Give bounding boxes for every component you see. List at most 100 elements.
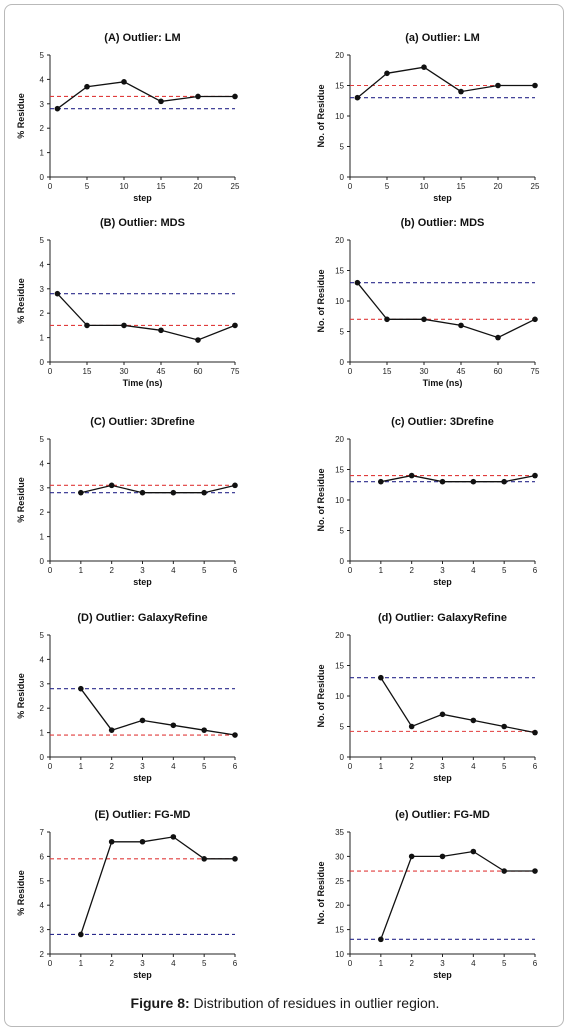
chart-10: (e) Outlier: FG-MD 10 15 20 25 30 35 0 1 2 3 4 5 6 ste… bbox=[316, 809, 538, 980]
y-tick-label: 5 bbox=[340, 143, 345, 152]
data-point bbox=[495, 82, 501, 89]
data-point bbox=[54, 105, 61, 112]
y-tick-label: 1 bbox=[40, 729, 45, 738]
y-tick-label: 2 bbox=[40, 124, 45, 133]
data-point bbox=[470, 478, 477, 485]
x-tick-label: 30 bbox=[120, 367, 129, 376]
x-tick-label: 1 bbox=[79, 566, 84, 575]
data-point bbox=[201, 489, 207, 496]
x-tick-label: 0 bbox=[348, 959, 353, 968]
x-tick-label: 0 bbox=[48, 182, 53, 191]
x-tick-label: 3 bbox=[440, 959, 445, 968]
chart-title: (A) Outlier: LM bbox=[104, 32, 180, 44]
x-tick-label: 5 bbox=[502, 959, 507, 968]
data-point bbox=[421, 64, 427, 70]
data-point bbox=[54, 290, 61, 297]
x-tick-label: 6 bbox=[533, 762, 538, 771]
y-tick-label: 10 bbox=[335, 950, 344, 959]
data-line bbox=[380, 474, 536, 483]
x-tick-label: 10 bbox=[420, 182, 429, 191]
data-point bbox=[108, 838, 115, 845]
data-point bbox=[201, 727, 207, 733]
data-point bbox=[232, 482, 238, 489]
y-tick-label: 5 bbox=[40, 877, 45, 886]
x-tick-label: 2 bbox=[409, 959, 414, 968]
x-tick-label: 6 bbox=[233, 959, 238, 968]
x-tick-label: 45 bbox=[157, 367, 166, 376]
x-tick-label: 0 bbox=[348, 566, 353, 575]
y-tick-label: 20 bbox=[335, 631, 344, 640]
x-tick-label: 3 bbox=[140, 959, 145, 968]
y-tick-label: 0 bbox=[40, 358, 45, 367]
data-line bbox=[356, 66, 535, 99]
data-line bbox=[380, 677, 536, 734]
x-tick-label: 20 bbox=[494, 182, 503, 191]
x-tick-label: 1 bbox=[79, 959, 84, 968]
x-tick-label: 60 bbox=[494, 367, 503, 376]
x-tick-label: 15 bbox=[383, 367, 392, 376]
data-point bbox=[170, 834, 177, 840]
data-line bbox=[80, 688, 236, 736]
x-axis-label: step bbox=[433, 970, 452, 980]
data-point bbox=[532, 82, 538, 89]
x-tick-label: 3 bbox=[140, 762, 145, 771]
data-point bbox=[121, 79, 127, 85]
data-point bbox=[532, 868, 538, 874]
y-tick-label: 20 bbox=[335, 236, 344, 245]
data-point bbox=[495, 334, 501, 341]
y-tick-label: 5 bbox=[40, 435, 45, 444]
y-axis-label: % Residue bbox=[16, 93, 26, 139]
x-axis-label: step bbox=[433, 577, 452, 587]
data-line bbox=[80, 484, 236, 494]
data-point bbox=[408, 472, 415, 479]
y-tick-label: 10 bbox=[335, 112, 344, 121]
y-axis-label: No. of Residue bbox=[316, 468, 326, 531]
y-tick-label: 7 bbox=[40, 828, 45, 837]
x-axis-label: step bbox=[133, 970, 152, 980]
x-axis-label: step bbox=[133, 773, 152, 783]
y-tick-label: 20 bbox=[335, 51, 344, 60]
x-axis-label: step bbox=[433, 773, 452, 783]
data-point bbox=[501, 868, 507, 874]
x-tick-label: 5 bbox=[202, 566, 207, 575]
y-tick-label: 5 bbox=[340, 527, 345, 536]
data-point bbox=[170, 722, 177, 729]
y-tick-label: 2 bbox=[40, 508, 45, 517]
data-point bbox=[84, 322, 90, 329]
x-axis-label: step bbox=[133, 577, 152, 587]
x-tick-label: 2 bbox=[409, 762, 414, 771]
y-tick-label: 2 bbox=[40, 309, 45, 318]
x-tick-label: 20 bbox=[194, 182, 203, 191]
x-tick-label: 2 bbox=[409, 566, 414, 575]
chart-5: (C) Outlier: 3Drefine 0 1 2 3 4 5 0 1 2 3 4 5 6 step % … bbox=[16, 416, 238, 587]
x-tick-label: 6 bbox=[233, 566, 238, 575]
x-tick-label: 25 bbox=[231, 182, 240, 191]
x-tick-label: 1 bbox=[379, 566, 384, 575]
x-tick-label: 4 bbox=[171, 762, 176, 771]
x-tick-label: 5 bbox=[385, 182, 390, 191]
x-tick-label: 1 bbox=[79, 762, 84, 771]
x-tick-label: 4 bbox=[471, 959, 476, 968]
y-axis-label: No. of Residue bbox=[316, 84, 326, 147]
figure-caption: Figure 8: Distribution of residues in ou… bbox=[5, 995, 565, 1011]
chart-title: (E) Outlier: FG-MD bbox=[95, 809, 191, 821]
data-point bbox=[232, 732, 238, 738]
chart-6: (c) Outlier: 3Drefine 0 5 10 15 20 0 1 2 3 4 5 6 step… bbox=[316, 416, 538, 587]
chart-1: (A) Outlier: LM 0 1 2 3 4 5 0 5 10 15 20 25 step % Res… bbox=[16, 32, 240, 203]
chart-title: (d) Outlier: GalaxyRefine bbox=[378, 612, 507, 624]
data-point bbox=[201, 856, 207, 862]
data-line bbox=[57, 81, 235, 110]
data-point bbox=[78, 489, 84, 496]
y-axis-label: % Residue bbox=[16, 477, 26, 523]
x-tick-label: 0 bbox=[48, 566, 53, 575]
chart-title: (b) Outlier: MDS bbox=[401, 217, 485, 229]
y-tick-label: 3 bbox=[40, 926, 45, 935]
data-point bbox=[532, 729, 538, 736]
y-tick-label: 0 bbox=[340, 557, 345, 566]
x-tick-label: 15 bbox=[83, 367, 92, 376]
data-line bbox=[56, 293, 236, 341]
y-tick-label: 35 bbox=[335, 828, 344, 837]
y-tick-label: 10 bbox=[335, 297, 344, 306]
y-tick-label: 2 bbox=[40, 950, 45, 959]
data-point bbox=[158, 98, 164, 105]
